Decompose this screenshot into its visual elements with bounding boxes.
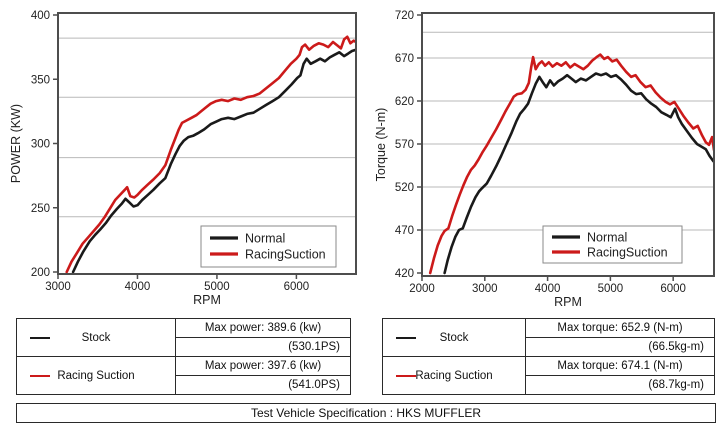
x-tick-label: 3000 <box>45 281 71 293</box>
table-row: Racing Suction Max power: 397.6 (kw) <box>16 356 351 395</box>
max-torque-table: Stock Max torque: 652.9 (N-m) (66.5kg-m)… <box>382 318 715 395</box>
x-axis-title: RPM <box>554 295 582 309</box>
max-power-stock-ps: (530.1PS) <box>175 337 351 357</box>
y-axis-title: Torque (N-m) <box>374 108 388 182</box>
legend-label: RacingSuction <box>245 248 326 262</box>
max-power-racing-ps: (541.0PS) <box>175 375 351 395</box>
y-tick-label: 620 <box>395 96 414 108</box>
normal-curve <box>443 72 714 275</box>
series-group <box>428 53 714 275</box>
racing-suction-line-marker <box>30 374 50 377</box>
series-label: Racing Suction <box>415 369 493 382</box>
y-tick-label: 670 <box>395 53 414 65</box>
racing-suction-name-cell: Racing Suction <box>382 356 526 395</box>
racing-suction-line-marker <box>396 374 416 377</box>
table-row: (530.1PS) <box>17 337 351 357</box>
stock-name-cell: Stock <box>382 318 526 357</box>
max-power-stock-value: Max power: 389.6 (kw) <box>175 318 351 338</box>
legend-box <box>200 225 337 268</box>
table-row: (68.7kg-m) <box>383 375 715 395</box>
normal-curve <box>71 48 356 274</box>
max-torque-stock-kgm: (66.5kg-m) <box>525 337 715 357</box>
legend-label: RacingSuction <box>587 246 668 260</box>
y-tick-label: 350 <box>31 74 50 86</box>
max-torque-stock-value: Max torque: 652.9 (N-m) <box>525 318 715 338</box>
x-tick-label: 4000 <box>125 281 151 293</box>
legend-label: Normal <box>587 231 627 245</box>
y-tick-label: 520 <box>395 182 414 194</box>
series-label: Stock <box>439 331 469 344</box>
stock-name-cell: Stock <box>16 318 176 357</box>
y-axis-title: POWER (KW) <box>9 104 23 183</box>
stock-line-marker <box>396 336 416 339</box>
y-tick-label: 470 <box>395 225 414 237</box>
series-label: Racing Suction <box>57 369 135 382</box>
stock-line-marker <box>30 336 50 339</box>
torque-chart-figure: 420 470 520 570 620 670 720 2000 3000 4000 5000 600… <box>360 0 720 310</box>
legend-box <box>542 225 683 264</box>
racingsuction-curve <box>428 53 714 275</box>
x-tick-label: 2000 <box>409 283 435 295</box>
x-tick-label: 6000 <box>660 283 686 295</box>
footer-text: Test Vehicle Specification : HKS MUFFLER <box>250 406 482 420</box>
max-torque-racing-kgm: (68.7kg-m) <box>525 375 715 395</box>
series-group <box>65 35 356 274</box>
y-tick-label: 200 <box>31 267 50 279</box>
series-label: Stock <box>81 331 111 344</box>
y-tick-label: 420 <box>395 268 414 280</box>
x-tick-label: 4000 <box>535 283 561 295</box>
y-tick-label: 250 <box>31 203 50 215</box>
racingsuction-curve <box>65 35 356 274</box>
table-row: Stock Max power: 389.6 (kw) <box>16 318 351 357</box>
power-chart-figure: 200 250 300 350 400 3000 4000 5000 6000 RPM POWER … <box>0 0 360 310</box>
table-row: (541.0PS) <box>17 375 351 395</box>
power-chart: 200 250 300 350 400 3000 4000 5000 6000 RPM POWER … <box>9 10 357 307</box>
y-tick-label: 300 <box>31 139 50 151</box>
x-tick-label: 5000 <box>204 281 230 293</box>
max-power-table: Stock Max power: 389.6 (kw) (530.1PS) Ra… <box>16 318 351 395</box>
max-power-racing-value: Max power: 397.6 (kw) <box>175 356 351 376</box>
table-row: Stock Max torque: 652.9 (N-m) <box>382 318 715 357</box>
torque-chart: 420 470 520 570 620 670 720 2000 3000 4000 5000 600… <box>374 10 715 309</box>
y-tick-label: 720 <box>395 10 414 22</box>
y-tick-label: 570 <box>395 139 414 151</box>
x-tick-label: 6000 <box>284 281 310 293</box>
table-row: Racing Suction Max torque: 674.1 (N-m) <box>382 356 715 395</box>
x-tick-label: 5000 <box>598 283 624 295</box>
max-torque-racing-value: Max torque: 674.1 (N-m) <box>525 356 715 376</box>
racing-suction-name-cell: Racing Suction <box>16 356 176 395</box>
test-vehicle-specification-bar: Test Vehicle Specification : HKS MUFFLER <box>16 403 716 423</box>
x-axis-title: RPM <box>193 293 221 307</box>
legend-label: Normal <box>245 232 285 246</box>
y-tick-label: 400 <box>31 10 50 22</box>
x-tick-label: 3000 <box>472 283 498 295</box>
